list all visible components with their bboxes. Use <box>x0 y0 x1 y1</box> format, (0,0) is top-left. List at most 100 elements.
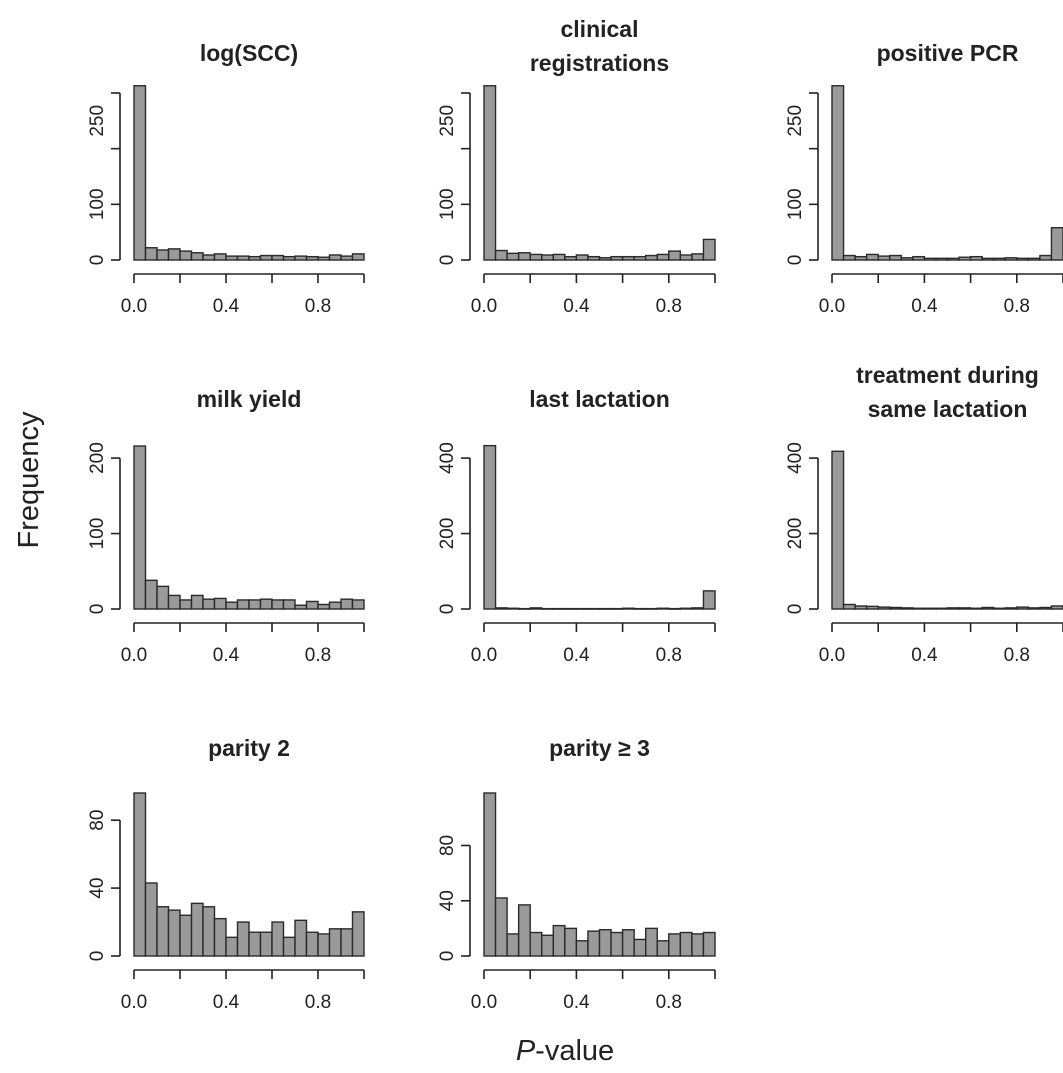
histogram-bar <box>831 450 845 610</box>
histogram-bar <box>282 599 296 610</box>
histogram-bar <box>225 601 239 610</box>
histogram-bar <box>969 255 983 261</box>
y-tick-label: 80 <box>87 810 108 831</box>
y-tick-label: 0 <box>87 604 108 615</box>
y-tick-label: 200 <box>785 518 806 550</box>
histogram-panel-3: positive PCR 0.0 0.4 0.8 0 100 250 <box>785 40 1063 317</box>
histogram-bar <box>842 603 856 610</box>
histogram-bar <box>621 929 635 957</box>
histogram-bar <box>621 255 635 261</box>
histogram-bar <box>351 599 365 610</box>
histogram-bar <box>144 247 158 261</box>
histogram-bar <box>340 255 354 261</box>
histogram-bar <box>923 257 937 261</box>
histogram-bar <box>564 927 578 957</box>
histogram-bar <box>282 255 296 261</box>
y-tick-label: 400 <box>785 442 806 474</box>
histogram-bar <box>656 940 670 957</box>
y-tick-label: 100 <box>785 188 806 220</box>
histogram-bar <box>506 933 520 957</box>
histogram-bar <box>575 940 589 957</box>
histogram-bar <box>831 85 845 261</box>
histogram-bar <box>900 607 914 610</box>
histogram-bar <box>167 594 181 610</box>
histogram-bar <box>305 600 319 610</box>
histogram-bar <box>529 607 543 610</box>
histogram-bar <box>587 607 601 610</box>
histogram-bar <box>691 253 705 261</box>
histogram-bar <box>842 254 856 261</box>
histogram-bar <box>271 254 285 261</box>
histogram-bar <box>610 931 624 957</box>
histogram-bar <box>271 599 285 610</box>
histogram-bar <box>1039 254 1053 261</box>
histogram-bar <box>340 928 354 957</box>
histogram-bar <box>133 792 147 957</box>
panel-title: registrations <box>530 50 669 76</box>
histogram-panel-5: last lactation 0.0 0.4 0.8 0 200 400 <box>437 386 716 666</box>
histogram-bar <box>202 254 216 261</box>
histogram-bar <box>691 607 705 610</box>
histogram-bar <box>877 255 891 261</box>
x-tick-label: 0.4 <box>563 645 590 666</box>
histogram-bar <box>923 607 937 610</box>
histogram-bar <box>610 255 624 261</box>
histogram-panel-6: treatment during same lactation 0.0 0.4 0.8 0… <box>785 362 1063 666</box>
histogram-bar <box>633 607 647 610</box>
histogram-bar <box>912 607 926 610</box>
histogram-bar <box>865 253 879 261</box>
histogram-bar <box>541 254 555 261</box>
x-tick-label: 0.0 <box>471 645 497 666</box>
histogram-bar <box>679 607 693 610</box>
histogram-bar <box>506 252 520 261</box>
histogram-bar <box>494 607 508 610</box>
histogram-bar <box>702 590 716 610</box>
histogram-bar <box>259 598 273 610</box>
histogram-bar <box>1027 257 1041 261</box>
x-tick-label: 0.0 <box>819 296 845 317</box>
histogram-bar <box>668 607 682 610</box>
histogram-bar <box>494 897 508 957</box>
panel-title: parity ≥ 3 <box>549 735 650 761</box>
y-tick-label: 0 <box>437 951 458 962</box>
x-tick-label: 0.8 <box>1004 645 1030 666</box>
histogram-bar <box>328 601 342 610</box>
x-tick-label: 0.4 <box>911 645 938 666</box>
histogram-bar <box>981 257 995 261</box>
histogram-bar <box>517 252 531 261</box>
histogram-bar <box>202 906 216 957</box>
histogram-bar <box>541 934 555 957</box>
panel-title: last lactation <box>529 386 670 412</box>
histogram-bar <box>946 257 960 261</box>
histogram-bar <box>506 607 520 610</box>
histogram-bar <box>1039 606 1053 610</box>
histogram-bar <box>529 931 543 957</box>
histogram-bar <box>889 254 903 261</box>
histogram-bar <box>993 607 1006 610</box>
x-tick-label: 0.4 <box>213 645 240 666</box>
panel-title: log(SCC) <box>200 40 298 66</box>
histogram-bar <box>351 253 365 261</box>
histogram-bar <box>133 445 147 610</box>
histogram-bar <box>259 254 273 261</box>
histogram-bar <box>213 597 227 610</box>
x-tick-label: 0.4 <box>911 296 938 317</box>
histogram-bar <box>552 607 566 610</box>
histogram-bar <box>900 257 914 261</box>
x-tick-label: 0.0 <box>121 296 147 317</box>
histogram-bar <box>517 904 531 957</box>
y-tick-label: 0 <box>87 951 108 962</box>
histogram-bar <box>294 919 308 957</box>
x-tick-label: 0.8 <box>656 645 682 666</box>
histogram-bar <box>958 256 972 261</box>
histogram-bar <box>877 606 891 610</box>
histogram-bar <box>969 607 983 610</box>
x-tick-label: 0.4 <box>563 992 590 1013</box>
histogram-panel-7: parity 2 0.0 0.4 0.8 0 40 80 <box>87 735 365 1013</box>
histogram-bar <box>1027 607 1041 610</box>
histogram-bar <box>317 256 331 261</box>
histogram-bar <box>633 938 647 957</box>
x-tick-label: 0.8 <box>305 645 331 666</box>
histogram-bar <box>305 931 319 957</box>
histogram-bar <box>1004 607 1018 610</box>
